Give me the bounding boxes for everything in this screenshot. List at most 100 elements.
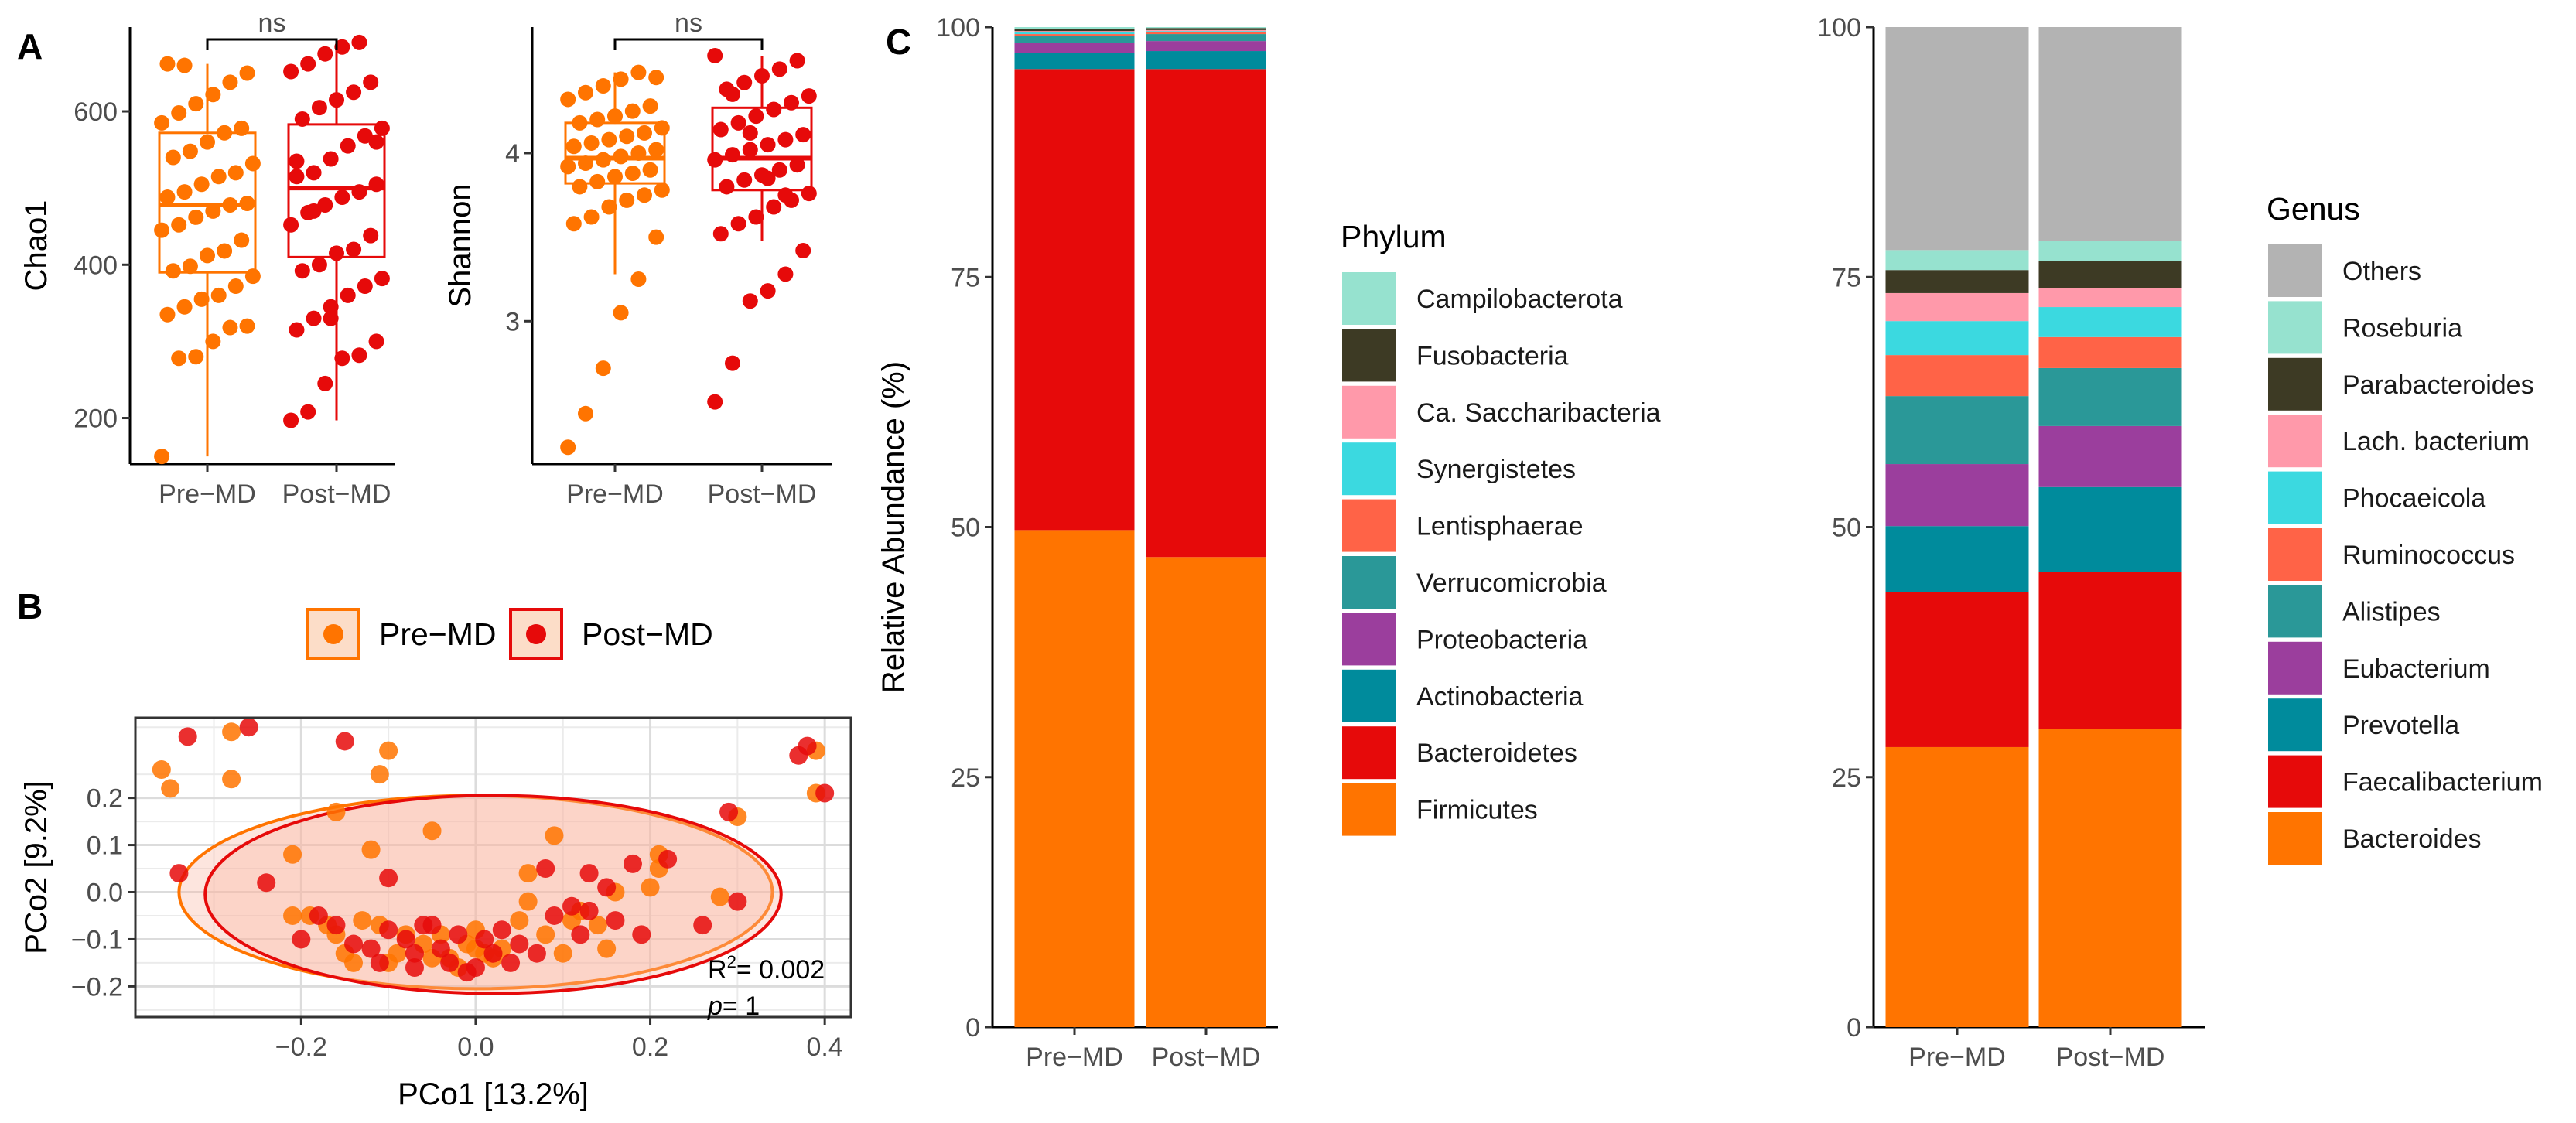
legend-label: Alistipes: [2342, 597, 2441, 626]
data-point: [789, 53, 805, 69]
data-point: [311, 100, 327, 116]
legend-label: Lach. bacterium: [2342, 427, 2530, 456]
bar-segment: [2038, 367, 2182, 426]
y-tick-label: 100: [1817, 13, 1861, 43]
bar-segment: [1146, 41, 1266, 52]
data-point: [654, 120, 670, 136]
data-point: [176, 299, 193, 315]
data-point: [306, 165, 322, 181]
data-point: [323, 310, 339, 326]
genus-legend: Others Roseburia Parabacteroides Lach. bact…: [2268, 244, 2543, 865]
y-tick-label: 4: [505, 139, 520, 169]
data-point-post: [510, 934, 529, 954]
data-point: [742, 293, 758, 309]
legend-label: Fusobacteria: [1416, 341, 1569, 370]
data-point-pre: [388, 944, 407, 963]
data-point-pre: [283, 906, 302, 925]
bar-segment: [1885, 355, 2029, 397]
legend-dot-pre: [323, 624, 343, 644]
data-point-post: [571, 925, 590, 944]
y-tick-label: 0.0: [87, 878, 123, 907]
data-point: [560, 439, 576, 456]
data-point: [771, 162, 787, 178]
bar-segment: [1146, 51, 1266, 70]
phylum-legend: Campilobacterota Fusobacteria Ca. Sacchari…: [1342, 272, 1661, 836]
data-point: [329, 245, 344, 261]
data-point: [363, 74, 379, 90]
data-point: [619, 128, 635, 145]
data-point-pre: [370, 765, 389, 784]
phylum-stacked-bar: 0 25 50 75 100 Pre−MD Post−MD Relative Abundanc…: [876, 13, 1278, 1072]
legend-swatch: [1342, 556, 1396, 609]
data-point: [589, 111, 606, 128]
data-point: [648, 70, 664, 86]
data-point: [159, 306, 176, 323]
data-point: [601, 199, 617, 215]
bar-segment: [2038, 288, 2182, 308]
data-point: [193, 176, 210, 193]
panel-label-c: C: [886, 22, 911, 62]
data-point-pre: [510, 911, 529, 930]
pcoa-legend: Pre−MD Post−MD: [306, 608, 713, 660]
x-axis-title: PCo1 [13.2%]: [398, 1077, 589, 1111]
data-point: [565, 138, 582, 155]
data-point-pre: [379, 741, 398, 760]
data-point: [244, 268, 261, 285]
legend-swatch: [2268, 755, 2322, 808]
data-point: [239, 318, 255, 334]
data-point: [227, 165, 244, 181]
legend-swatch: [1342, 613, 1396, 666]
legend-swatch: [2268, 585, 2322, 638]
data-point: [601, 131, 617, 148]
bar-segment: [1014, 32, 1135, 35]
bar-segment: [1885, 270, 2029, 293]
y-axis-title: Shannon: [443, 183, 477, 307]
y-tick-label: 75: [951, 263, 980, 292]
x-tick-label: −0.2: [275, 1033, 327, 1062]
legend-swatch: [1342, 499, 1396, 552]
data-point: [200, 247, 215, 264]
data-point: [154, 449, 170, 465]
data-point-post: [379, 920, 398, 940]
data-point: [748, 209, 764, 225]
legend-swatch: [2268, 471, 2322, 524]
legend-label: Synergistetes: [1416, 455, 1576, 484]
bar-segment: [1146, 29, 1266, 32]
data-point-post: [719, 802, 739, 821]
data-point: [619, 192, 635, 208]
chao1-boxplot: 200 400 600 Pre−MD Post−MD Chao1 ns: [19, 9, 395, 509]
data-point: [642, 98, 658, 114]
data-point: [205, 87, 221, 103]
data-point: [306, 203, 322, 219]
data-point: [589, 173, 606, 189]
data-point-post: [632, 925, 651, 944]
data-point: [607, 108, 623, 125]
data-point-post: [309, 906, 328, 925]
y-tick-label: 0: [1847, 1013, 1861, 1043]
data-point: [200, 134, 215, 150]
data-point-post: [658, 849, 678, 869]
x-tick-label: 0.4: [807, 1033, 843, 1062]
bar-segment: [2038, 307, 2182, 337]
y-tick-label: 0: [965, 1013, 980, 1043]
data-point: [210, 287, 227, 303]
bar-segment: [2038, 572, 2182, 729]
significance-label: ns: [258, 9, 286, 38]
data-point: [317, 375, 333, 391]
data-point-pre: [161, 779, 180, 798]
legend-label: Others: [2342, 257, 2421, 286]
data-point: [607, 169, 623, 185]
data-point-pre: [518, 892, 538, 911]
x-tick-label: Pre−MD: [1908, 1043, 2006, 1072]
data-point-pre: [588, 916, 607, 935]
data-point-post: [815, 783, 835, 803]
data-point: [334, 39, 350, 55]
legend-swatch: [1342, 669, 1396, 722]
data-point: [289, 169, 305, 185]
data-point-pre: [353, 911, 372, 930]
y-tick-label: 200: [73, 404, 118, 434]
genus-stacked-bar: 0 25 50 75 100 Pre−MD Post−MD: [1817, 13, 2205, 1072]
y-tick-label: 100: [936, 13, 980, 43]
legend-label: Bacteroides: [2342, 824, 2482, 854]
data-point: [368, 333, 384, 350]
